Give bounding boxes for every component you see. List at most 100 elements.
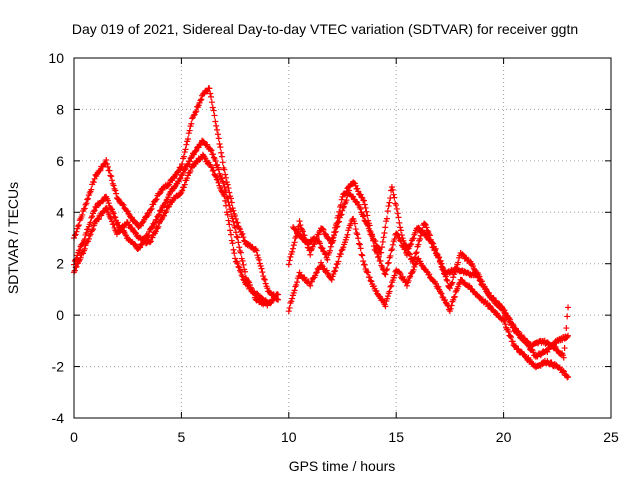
y-tick-label: 8 xyxy=(56,101,64,117)
data-point xyxy=(407,273,414,280)
data-point xyxy=(437,290,444,297)
data-point xyxy=(96,168,103,175)
data-point xyxy=(207,90,214,97)
data-point xyxy=(565,373,572,380)
y-tick-label: 10 xyxy=(48,50,64,66)
data-point xyxy=(104,163,111,170)
data-point xyxy=(103,157,110,164)
data-point xyxy=(89,227,96,234)
data-point xyxy=(398,232,405,239)
data-point xyxy=(231,250,238,257)
data-point xyxy=(182,146,189,153)
data-point xyxy=(438,260,445,267)
data-point xyxy=(215,135,222,142)
y-tick-label: 6 xyxy=(56,153,64,169)
data-point xyxy=(132,230,139,237)
data-point xyxy=(190,112,197,119)
data-point xyxy=(405,277,412,284)
data-point xyxy=(256,256,263,263)
data-point xyxy=(360,258,367,265)
data-point xyxy=(110,210,117,217)
data-point xyxy=(313,234,320,241)
data-point xyxy=(180,170,187,177)
data-point xyxy=(389,241,396,248)
data-point xyxy=(221,166,228,173)
data-point xyxy=(232,229,239,236)
data-point xyxy=(355,235,362,242)
data-point xyxy=(393,205,400,212)
data-point xyxy=(87,219,94,226)
data-point xyxy=(399,235,406,242)
data-point xyxy=(214,161,221,168)
data-point xyxy=(186,158,193,165)
data-point xyxy=(391,194,398,201)
data-point xyxy=(254,252,261,259)
data-point xyxy=(331,232,338,239)
data-point xyxy=(410,259,417,266)
data-point xyxy=(402,242,409,249)
data-point xyxy=(289,248,296,255)
data-point xyxy=(363,208,370,215)
data-point xyxy=(187,168,194,175)
data-point xyxy=(382,271,389,278)
data-point xyxy=(294,279,301,286)
x-axis-label: GPS time / hours xyxy=(289,458,396,474)
data-point xyxy=(225,199,232,206)
data-point xyxy=(107,172,114,179)
data-point xyxy=(218,149,225,156)
data-point xyxy=(257,262,264,269)
data-point xyxy=(215,179,222,186)
data-point xyxy=(426,271,433,278)
data-point xyxy=(448,302,455,309)
data-point xyxy=(210,167,217,174)
data-point xyxy=(563,325,570,332)
data-point xyxy=(107,214,114,221)
data-point xyxy=(90,179,97,186)
data-point xyxy=(225,217,232,224)
data-point xyxy=(297,222,304,229)
data-point xyxy=(446,285,453,292)
data-point xyxy=(221,193,228,200)
data-point xyxy=(416,236,423,243)
data-point xyxy=(181,166,188,173)
data-point xyxy=(382,224,389,231)
y-axis-label: SDTVAR / TECUs xyxy=(5,182,21,294)
data-point xyxy=(75,223,82,230)
data-point xyxy=(337,212,344,219)
data-point xyxy=(444,277,451,284)
data-point xyxy=(156,211,163,218)
data-point xyxy=(289,295,296,302)
data-point xyxy=(264,299,271,306)
data-point xyxy=(120,201,127,208)
data-point xyxy=(508,334,515,341)
plot-frame xyxy=(73,57,612,419)
data-point xyxy=(412,254,419,261)
data-point xyxy=(239,257,246,264)
data-point xyxy=(470,263,477,270)
data-point xyxy=(87,231,94,238)
data-point xyxy=(332,267,339,274)
data-point xyxy=(198,96,205,103)
data-point xyxy=(292,226,299,233)
data-point xyxy=(334,223,341,230)
data-point xyxy=(88,186,95,193)
data-point xyxy=(333,224,340,231)
data-point xyxy=(144,233,151,240)
data-point xyxy=(383,218,390,225)
data-point xyxy=(83,200,90,207)
data-point xyxy=(450,296,457,303)
data-point xyxy=(404,245,411,252)
data-point xyxy=(319,225,326,232)
data-point xyxy=(490,294,497,301)
data-point xyxy=(186,127,193,134)
data-point xyxy=(286,257,293,264)
x-tick-label: 25 xyxy=(603,429,619,445)
x-tick-label: 20 xyxy=(496,429,512,445)
data-point xyxy=(336,218,343,225)
data-point xyxy=(382,303,389,310)
data-point xyxy=(330,237,337,244)
data-point xyxy=(235,263,242,270)
data-point xyxy=(211,112,218,119)
chart-title: Day 019 of 2021, Sidereal Day-to-day VTE… xyxy=(72,21,578,37)
data-point xyxy=(397,270,404,277)
